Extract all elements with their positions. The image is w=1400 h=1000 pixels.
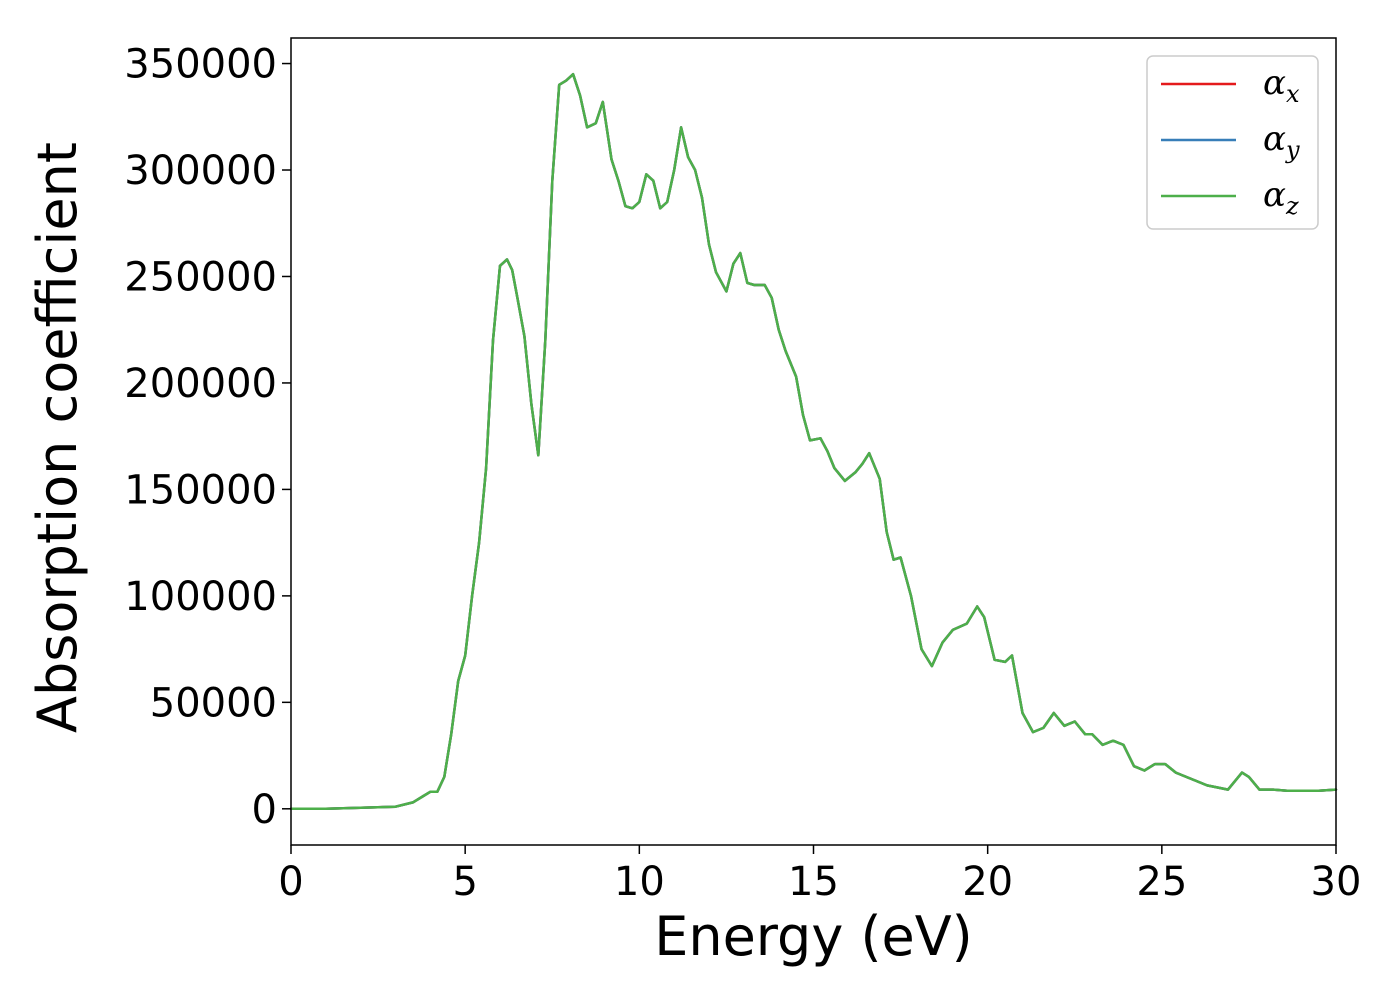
x-tick-label: 30 xyxy=(1311,859,1362,905)
y-tick-label: 150000 xyxy=(124,467,277,513)
x-tick-label: 5 xyxy=(452,859,477,905)
x-tick-label: 10 xyxy=(614,859,665,905)
x-tick-label: 20 xyxy=(962,859,1013,905)
y-axis: 0 50000 100000 150000 200000 250000 300000 3500… xyxy=(124,42,291,833)
x-axis-title: Energy (eV) xyxy=(654,905,973,968)
y-tick-label: 100000 xyxy=(124,574,277,620)
x-tick-label: 25 xyxy=(1136,859,1187,905)
x-tick-label: 15 xyxy=(788,859,839,905)
x-axis: 0 5 10 15 20 25 30 xyxy=(278,845,1361,905)
legend: αx αy αz xyxy=(1146,55,1319,230)
y-tick-label: 0 xyxy=(252,787,277,833)
series-layer xyxy=(289,72,1338,811)
y-tick-label: 50000 xyxy=(150,680,277,726)
y-tick-label: 350000 xyxy=(124,42,277,88)
legend-box xyxy=(1146,55,1319,230)
legend-label-y: αy xyxy=(1263,119,1300,164)
series-line-z xyxy=(289,72,1338,811)
x-tick-label: 0 xyxy=(278,859,303,905)
y-tick-label: 200000 xyxy=(124,361,277,407)
legend-label-z: αz xyxy=(1263,175,1299,220)
legend-label-x: αx xyxy=(1263,63,1300,108)
y-tick-label: 300000 xyxy=(124,148,277,194)
y-axis-title: Absorption coefficient xyxy=(26,142,89,733)
y-tick-label: 250000 xyxy=(124,254,277,300)
